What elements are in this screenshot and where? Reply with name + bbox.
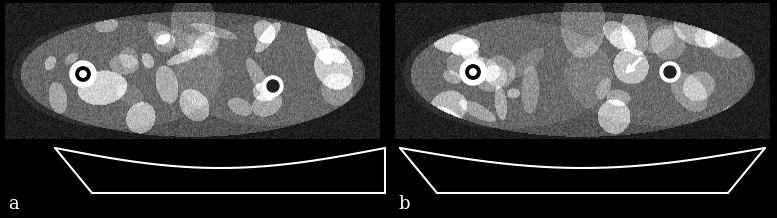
Circle shape [80,71,86,77]
Circle shape [470,69,476,75]
Circle shape [466,65,480,79]
Text: b: b [398,195,409,213]
Circle shape [660,62,680,82]
Circle shape [76,67,90,81]
Circle shape [263,76,283,96]
Circle shape [460,59,486,85]
Circle shape [664,66,676,78]
Text: a: a [8,195,19,213]
Circle shape [267,80,279,92]
Circle shape [70,61,96,87]
